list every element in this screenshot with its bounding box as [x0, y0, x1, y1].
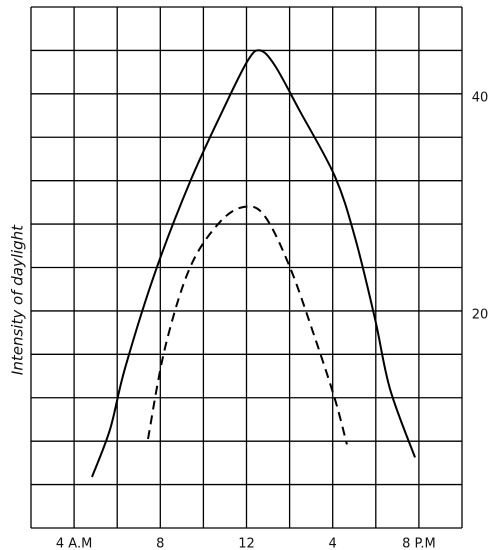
y-tick-label: 40 — [472, 90, 489, 105]
x-tick-label: 12 — [238, 537, 255, 550]
x-tick-label: 4 — [329, 537, 337, 550]
y-tick-label: 20 — [472, 307, 489, 322]
y-axis-title: Intensity of daylight — [9, 224, 27, 375]
x-tick-label: 4 A.M — [56, 537, 92, 550]
line-series — [91, 49, 416, 478]
line-series — [147, 205, 348, 445]
x-tick-label: 8 P.M — [402, 537, 436, 550]
x-tick-label: 8 — [156, 537, 164, 550]
